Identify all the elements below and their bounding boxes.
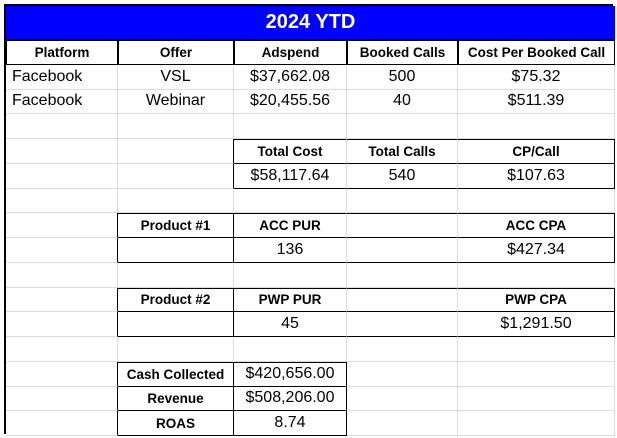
row2-booked-calls[interactable]: 40: [347, 89, 458, 115]
empty-cell[interactable]: [234, 188, 347, 214]
empty-cell[interactable]: [6, 337, 118, 362]
empty-cell[interactable]: [347, 411, 458, 436]
cash-collected-value[interactable]: $420,656.00: [234, 361, 347, 387]
empty-cell[interactable]: [6, 188, 118, 214]
row2-adspend[interactable]: $20,455.56: [234, 89, 347, 115]
empty-cell[interactable]: [347, 188, 458, 214]
empty-cell[interactable]: [347, 312, 458, 337]
empty-cell[interactable]: [6, 312, 118, 337]
total-calls-value[interactable]: 540: [347, 163, 458, 189]
header-platform[interactable]: Platform: [6, 40, 118, 65]
empty-cell[interactable]: [458, 188, 615, 214]
empty-cell[interactable]: [118, 163, 234, 189]
total-cost-label[interactable]: Total Cost: [234, 139, 347, 164]
empty-cell[interactable]: [6, 287, 118, 313]
header-booked-calls[interactable]: Booked Calls: [347, 40, 458, 65]
pwp-pur-label[interactable]: PWP PUR: [234, 287, 347, 313]
empty-cell[interactable]: [6, 213, 118, 238]
cash-collected-label[interactable]: Cash Collected: [118, 361, 234, 387]
row1-offer[interactable]: VSL: [118, 64, 234, 90]
empty-cell[interactable]: [118, 238, 234, 263]
empty-cell[interactable]: [118, 312, 234, 337]
empty-cell[interactable]: [234, 114, 347, 139]
pwp-cpa-value[interactable]: $1,291.50: [458, 312, 615, 337]
empty-cell[interactable]: [458, 337, 615, 362]
empty-cell[interactable]: [347, 114, 458, 139]
header-cost-per-booked-call[interactable]: Cost Per Booked Call: [458, 40, 615, 65]
empty-cell[interactable]: [458, 114, 615, 139]
empty-cell[interactable]: [6, 238, 118, 263]
empty-cell[interactable]: [6, 262, 118, 288]
roas-value[interactable]: 8.74: [234, 411, 347, 436]
row2-platform[interactable]: Facebook: [6, 89, 118, 115]
header-offer[interactable]: Offer: [118, 40, 234, 65]
row2-cost-per-call[interactable]: $511.39: [458, 89, 615, 115]
empty-cell[interactable]: [118, 139, 234, 164]
product1-label[interactable]: Product #1: [118, 213, 234, 238]
pwp-cpa-label[interactable]: PWP CPA: [458, 287, 615, 313]
empty-cell[interactable]: [347, 287, 458, 313]
row1-adspend[interactable]: $37,662.08: [234, 64, 347, 90]
roas-label[interactable]: ROAS: [118, 411, 234, 436]
total-cost-value[interactable]: $58,117.64: [234, 163, 347, 189]
empty-cell[interactable]: [347, 361, 458, 387]
empty-cell[interactable]: [6, 386, 118, 412]
acc-pur-value[interactable]: 136: [234, 238, 347, 263]
pwp-pur-value[interactable]: 45: [234, 312, 347, 337]
cp-call-label[interactable]: CP/Call: [458, 139, 615, 164]
empty-cell[interactable]: [458, 361, 615, 387]
sheet-title[interactable]: 2024 YTD: [6, 6, 615, 40]
row2-offer[interactable]: Webinar: [118, 89, 234, 115]
empty-cell[interactable]: [6, 411, 118, 436]
revenue-label[interactable]: Revenue: [118, 386, 234, 412]
empty-cell[interactable]: [6, 163, 118, 189]
empty-cell[interactable]: [234, 262, 347, 288]
acc-pur-label[interactable]: ACC PUR: [234, 213, 347, 238]
revenue-value[interactable]: $508,206.00: [234, 386, 347, 412]
row1-platform[interactable]: Facebook: [6, 64, 118, 90]
empty-cell[interactable]: [6, 361, 118, 387]
spreadsheet-grid: 2024 YTD Platform Offer Adspend Booked C…: [4, 4, 615, 436]
row1-cost-per-call[interactable]: $75.32: [458, 64, 615, 90]
empty-cell[interactable]: [347, 213, 458, 238]
empty-cell[interactable]: [347, 238, 458, 263]
empty-cell[interactable]: [118, 114, 234, 139]
empty-cell[interactable]: [118, 337, 234, 362]
row1-booked-calls[interactable]: 500: [347, 64, 458, 90]
empty-cell[interactable]: [118, 262, 234, 288]
header-adspend[interactable]: Adspend: [234, 40, 347, 65]
empty-cell[interactable]: [458, 262, 615, 288]
acc-cpa-value[interactable]: $427.34: [458, 238, 615, 263]
empty-cell[interactable]: [234, 337, 347, 362]
acc-cpa-label[interactable]: ACC CPA: [458, 213, 615, 238]
empty-cell[interactable]: [347, 262, 458, 288]
empty-cell[interactable]: [6, 114, 118, 139]
empty-cell[interactable]: [118, 188, 234, 214]
total-calls-label[interactable]: Total Calls: [347, 139, 458, 164]
empty-cell[interactable]: [347, 337, 458, 362]
empty-cell[interactable]: [458, 386, 615, 412]
cp-call-value[interactable]: $107.63: [458, 163, 615, 189]
product2-label[interactable]: Product #2: [118, 287, 234, 313]
empty-cell[interactable]: [458, 411, 615, 436]
empty-cell[interactable]: [6, 139, 118, 164]
empty-cell[interactable]: [347, 386, 458, 412]
